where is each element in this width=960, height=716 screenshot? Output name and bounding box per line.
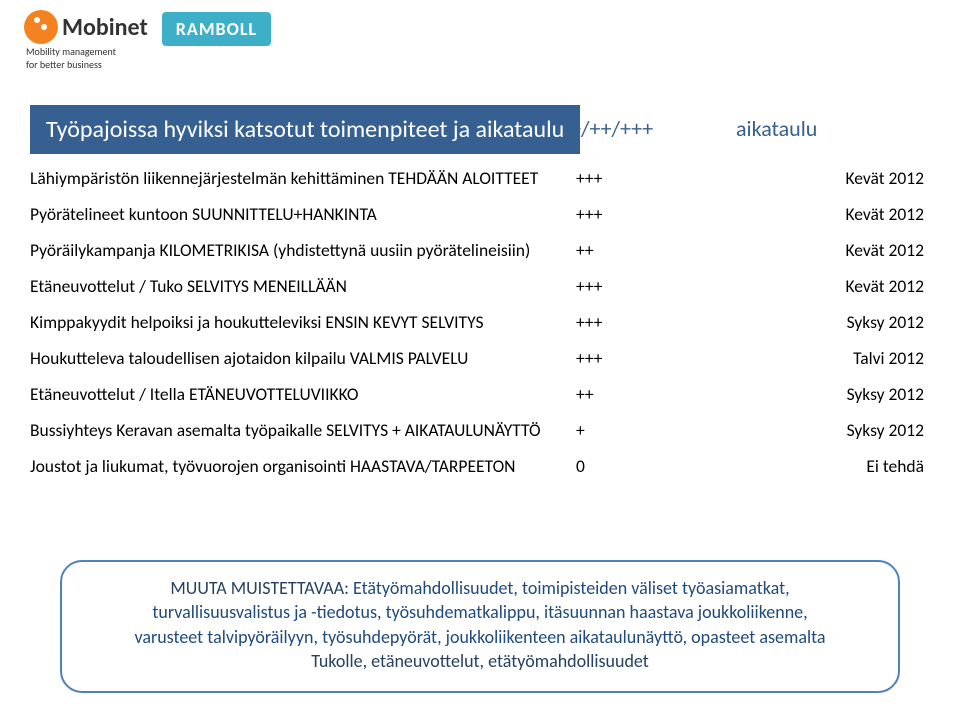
mobinet-tagline-2: for better business xyxy=(26,59,148,70)
row-label: Pyöräilykampanja KILOMETRIKISA (yhdistet… xyxy=(30,232,570,268)
row-rating: +++ xyxy=(570,340,690,376)
note-line-4: Tukolle, etäneuvottelut, etätyömahdollis… xyxy=(311,650,649,672)
row-label: Lähiympäristön liikennejärjestelmän kehi… xyxy=(30,160,570,196)
mobinet-logo: Mobinet Mobility management for better b… xyxy=(24,10,148,70)
row-label: Pyörätelineet kuntoon SUUNNITTELU+HANKIN… xyxy=(30,196,570,232)
note-lead: MUUTA MUISTETTAVAA: xyxy=(170,577,353,599)
row-schedule: Kevät 2012 xyxy=(690,268,930,304)
row-label: Houkutteleva taloudellisen ajotaidon kil… xyxy=(30,340,570,376)
table-row: Bussiyhteys Keravan asemalta työpaikalle… xyxy=(30,412,930,448)
table-row: Lähiympäristön liikennejärjestelmän kehi… xyxy=(30,160,930,196)
row-schedule: Kevät 2012 xyxy=(690,196,930,232)
row-schedule: Syksy 2012 xyxy=(690,304,930,340)
logo-bar: Mobinet Mobility management for better b… xyxy=(24,10,271,70)
row-rating: +++ xyxy=(570,268,690,304)
row-label: Etäneuvottelut / Itella ETÄNEUVOTTELUVII… xyxy=(30,376,570,412)
column-header-rating: +/++/+++ xyxy=(570,105,653,152)
slide-title: Työpajoissa hyviksi katsotut toimenpitee… xyxy=(30,105,580,154)
table-row: Joustot ja liukumat, työvuorojen organis… xyxy=(30,448,930,484)
row-label: Etäneuvottelut / Tuko SELVITYS MENEILLÄÄ… xyxy=(30,268,570,304)
table-row: Pyöräilykampanja KILOMETRIKISA (yhdistet… xyxy=(30,232,930,268)
row-label: Joustot ja liukumat, työvuorojen organis… xyxy=(30,448,570,484)
row-rating: ++ xyxy=(570,376,690,412)
row-rating: +++ xyxy=(570,196,690,232)
mobinet-name: Mobinet xyxy=(62,13,148,42)
mobinet-tagline-1: Mobility management xyxy=(26,46,148,57)
note-line-2: turvallisuusvalistus ja -tiedotus, työsu… xyxy=(152,601,807,623)
table-row: Etäneuvottelut / Tuko SELVITYS MENEILLÄÄ… xyxy=(30,268,930,304)
row-schedule: Talvi 2012 xyxy=(690,340,930,376)
row-schedule: Ei tehdä xyxy=(690,448,930,484)
row-schedule: Syksy 2012 xyxy=(690,412,930,448)
row-schedule: Syksy 2012 xyxy=(690,376,930,412)
column-header-schedule: aikataulu xyxy=(736,105,817,152)
table-row: Houkutteleva taloudellisen ajotaidon kil… xyxy=(30,340,930,376)
row-schedule: Kevät 2012 xyxy=(690,160,930,196)
row-label: Kimppakyydit helpoiksi ja houkutteleviks… xyxy=(30,304,570,340)
row-rating: + xyxy=(570,412,690,448)
row-label: Bussiyhteys Keravan asemalta työpaikalle… xyxy=(30,412,570,448)
footer-note: MUUTA MUISTETTAVAA: Etätyömahdollisuudet… xyxy=(60,560,900,693)
table-row: Kimppakyydit helpoiksi ja houkutteleviks… xyxy=(30,304,930,340)
table-row: Pyörätelineet kuntoon SUUNNITTELU+HANKIN… xyxy=(30,196,930,232)
mobinet-icon xyxy=(24,10,58,44)
row-rating: 0 xyxy=(570,448,690,484)
row-rating: +++ xyxy=(570,304,690,340)
row-rating: ++ xyxy=(570,232,690,268)
note-line-3: varusteet talvipyöräilyyn, työsuhdepyörä… xyxy=(134,626,825,648)
row-rating: +++ xyxy=(570,160,690,196)
ramboll-logo: RAMBOLL xyxy=(162,12,271,46)
note-line-1: Etätyömahdollisuudet, toimipisteiden väl… xyxy=(353,577,790,599)
table-row: Etäneuvottelut / Itella ETÄNEUVOTTELUVII… xyxy=(30,376,930,412)
actions-table: Lähiympäristön liikennejärjestelmän kehi… xyxy=(30,160,930,484)
row-schedule: Kevät 2012 xyxy=(690,232,930,268)
